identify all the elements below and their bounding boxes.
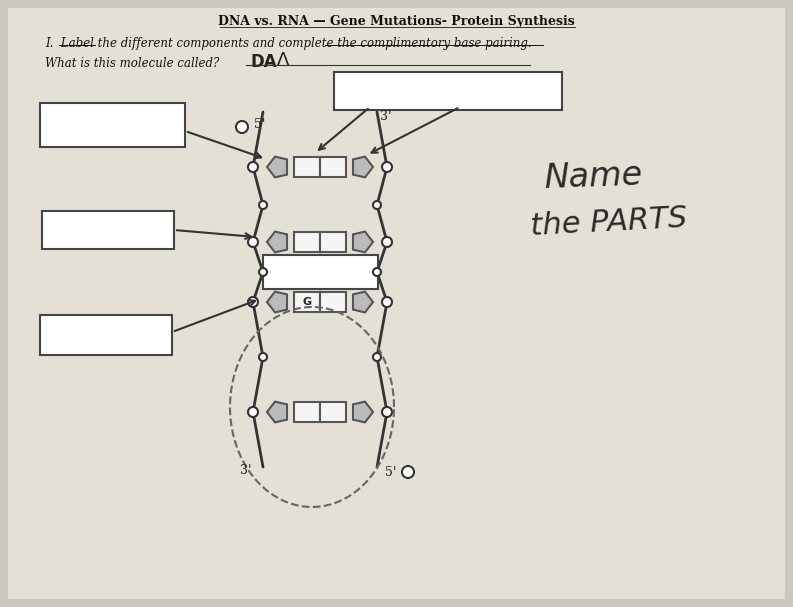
Polygon shape (353, 291, 373, 313)
Polygon shape (267, 402, 287, 422)
FancyBboxPatch shape (8, 8, 785, 599)
Circle shape (248, 162, 258, 172)
Polygon shape (353, 232, 373, 253)
Text: 3': 3' (380, 110, 392, 123)
Circle shape (382, 297, 392, 307)
Circle shape (259, 201, 267, 209)
Circle shape (248, 407, 258, 417)
Text: 3': 3' (240, 464, 251, 476)
Polygon shape (267, 291, 287, 313)
Bar (42, 211, 174, 249)
Text: G: G (302, 297, 312, 307)
Text: I.  Label the different components and complete the complimentory base pairing.: I. Label the different components and co… (45, 37, 531, 50)
Circle shape (259, 353, 267, 361)
Text: 5': 5' (385, 466, 396, 478)
Text: What is this molecule called?: What is this molecule called? (45, 57, 227, 70)
Text: DA: DA (250, 53, 277, 71)
Bar (40, 315, 172, 355)
Bar (320, 292, 346, 312)
Text: Name: Name (543, 159, 642, 195)
Text: 5': 5' (254, 118, 266, 132)
Bar (294, 402, 320, 422)
Polygon shape (267, 232, 287, 253)
Circle shape (248, 297, 258, 307)
Polygon shape (353, 402, 373, 422)
Bar (40, 103, 185, 147)
Circle shape (236, 121, 248, 133)
Circle shape (248, 237, 258, 247)
Bar (262, 255, 377, 289)
Text: the PARTS: the PARTS (530, 203, 688, 240)
Circle shape (402, 466, 414, 478)
Circle shape (373, 268, 381, 276)
Polygon shape (267, 157, 287, 177)
Bar (320, 157, 346, 177)
Polygon shape (353, 157, 373, 177)
Circle shape (382, 237, 392, 247)
Circle shape (373, 353, 381, 361)
Bar (320, 232, 346, 252)
Circle shape (382, 162, 392, 172)
Bar (334, 72, 562, 110)
Bar (294, 157, 320, 177)
Bar (294, 232, 320, 252)
Circle shape (259, 268, 267, 276)
Circle shape (373, 201, 381, 209)
Text: $\Lambda$: $\Lambda$ (276, 51, 290, 69)
Bar (320, 402, 346, 422)
Circle shape (382, 407, 392, 417)
Text: DNA vs. RNA — Gene Mutations- Protein Synthesis: DNA vs. RNA — Gene Mutations- Protein Sy… (217, 15, 574, 28)
Bar (294, 292, 320, 312)
